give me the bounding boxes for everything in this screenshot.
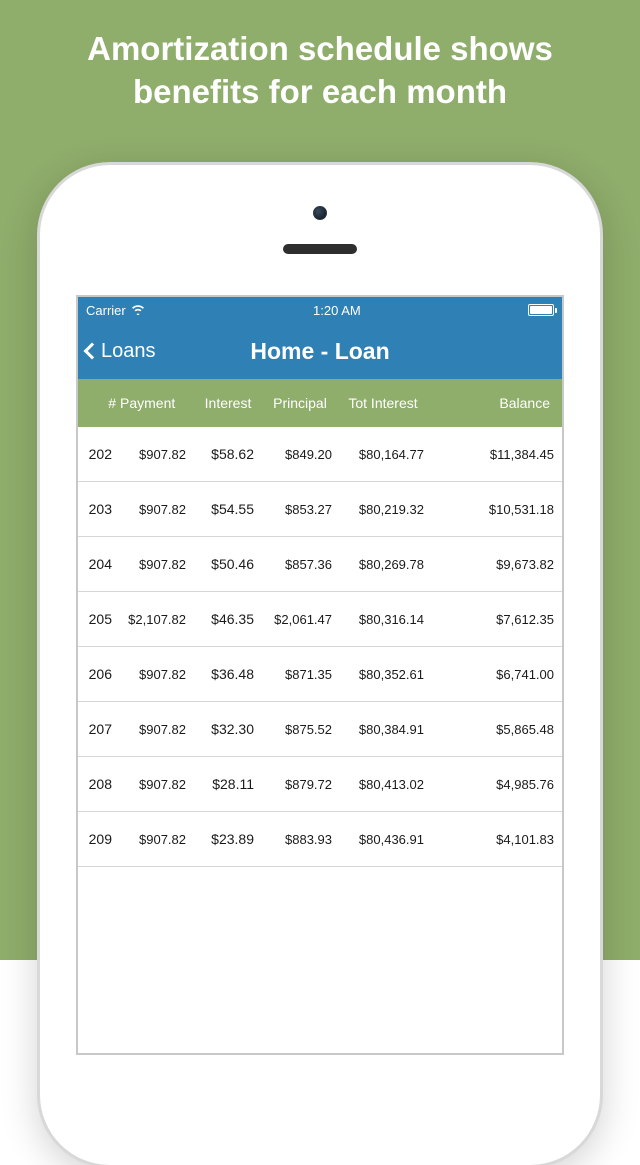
cell-interest: $46.35 <box>194 611 262 627</box>
cell-interest: $54.55 <box>194 501 262 517</box>
cell-principal: $2,061.47 <box>262 612 338 627</box>
cell-interest: $50.46 <box>194 556 262 572</box>
table-row[interactable]: 204 $907.82 $50.46 $857.36 $80,269.78 $9… <box>78 537 562 592</box>
cell-num: 202 <box>84 446 120 462</box>
table-row[interactable]: 206 $907.82 $36.48 $871.35 $80,352.61 $6… <box>78 647 562 702</box>
cell-principal: $853.27 <box>262 502 338 517</box>
table-body[interactable]: 202 $907.82 $58.62 $849.20 $80,164.77 $1… <box>78 427 562 1053</box>
cell-principal: $849.20 <box>262 447 338 462</box>
nav-bar: Loans Home - Loan <box>78 323 562 379</box>
cell-interest: $23.89 <box>194 831 262 847</box>
page-title: Home - Loan <box>250 338 389 365</box>
phone-hardware-top <box>40 165 600 295</box>
cell-num: 209 <box>84 831 120 847</box>
phone-frame: Carrier 1:20 AM Loans Home - Loan <box>40 165 600 1165</box>
cell-principal: $875.52 <box>262 722 338 737</box>
table-row[interactable]: 208 $907.82 $28.11 $879.72 $80,413.02 $4… <box>78 757 562 812</box>
status-right <box>528 304 554 316</box>
headline-line1: Amortization schedule shows <box>87 30 553 67</box>
headline-line2: benefits for each month <box>133 73 507 110</box>
cell-num: 207 <box>84 721 120 737</box>
cell-totinterest: $80,352.61 <box>338 667 428 682</box>
col-header-principal: Principal <box>262 395 338 411</box>
battery-icon <box>528 304 554 316</box>
table-row[interactable]: 203 $907.82 $54.55 $853.27 $80,219.32 $1… <box>78 482 562 537</box>
table-row[interactable]: 209 $907.82 $23.89 $883.93 $80,436.91 $4… <box>78 812 562 867</box>
cell-payment: $907.82 <box>120 777 194 792</box>
cell-interest: $32.30 <box>194 721 262 737</box>
cell-payment: $907.82 <box>120 447 194 462</box>
col-header-balance: Balance <box>428 395 556 411</box>
speaker-icon <box>283 244 357 254</box>
promo-background: Amortization schedule shows benefits for… <box>0 0 640 960</box>
cell-payment: $907.82 <box>120 722 194 737</box>
cell-balance: $5,865.48 <box>428 722 556 737</box>
cell-balance: $4,985.76 <box>428 777 556 792</box>
cell-balance: $10,531.18 <box>428 502 556 517</box>
cell-num: 205 <box>84 611 120 627</box>
cell-totinterest: $80,384.91 <box>338 722 428 737</box>
cell-totinterest: $80,219.32 <box>338 502 428 517</box>
table-row[interactable]: 207 $907.82 $32.30 $875.52 $80,384.91 $5… <box>78 702 562 757</box>
status-left: Carrier <box>86 303 146 318</box>
cell-num: 206 <box>84 666 120 682</box>
cell-interest: $36.48 <box>194 666 262 682</box>
cell-payment: $907.82 <box>120 502 194 517</box>
col-header-payment: Payment <box>120 395 194 411</box>
camera-icon <box>313 206 327 220</box>
col-header-interest: Interest <box>194 395 262 411</box>
cell-principal: $857.36 <box>262 557 338 572</box>
cell-payment: $2,107.82 <box>120 612 194 627</box>
back-label: Loans <box>101 340 156 363</box>
cell-totinterest: $80,413.02 <box>338 777 428 792</box>
carrier-label: Carrier <box>86 303 126 318</box>
cell-num: 208 <box>84 776 120 792</box>
cell-principal: $883.93 <box>262 832 338 847</box>
cell-principal: $879.72 <box>262 777 338 792</box>
cell-balance: $6,741.00 <box>428 667 556 682</box>
cell-totinterest: $80,269.78 <box>338 557 428 572</box>
col-header-totinterest: Tot Interest <box>338 395 428 411</box>
cell-payment: $907.82 <box>120 557 194 572</box>
headline: Amortization schedule shows benefits for… <box>0 0 640 134</box>
cell-num: 204 <box>84 556 120 572</box>
cell-balance: $7,612.35 <box>428 612 556 627</box>
cell-balance: $4,101.83 <box>428 832 556 847</box>
cell-interest: $28.11 <box>194 776 262 792</box>
cell-totinterest: $80,316.14 <box>338 612 428 627</box>
cell-totinterest: $80,436.91 <box>338 832 428 847</box>
wifi-icon <box>130 303 146 318</box>
cell-num: 203 <box>84 501 120 517</box>
table-row[interactable]: 205 $2,107.82 $46.35 $2,061.47 $80,316.1… <box>78 592 562 647</box>
table-row[interactable]: 202 $907.82 $58.62 $849.20 $80,164.77 $1… <box>78 427 562 482</box>
status-time: 1:20 AM <box>146 303 528 318</box>
cell-totinterest: $80,164.77 <box>338 447 428 462</box>
cell-payment: $907.82 <box>120 832 194 847</box>
cell-balance: $11,384.45 <box>428 447 556 462</box>
cell-interest: $58.62 <box>194 446 262 462</box>
status-bar: Carrier 1:20 AM <box>78 297 562 323</box>
cell-balance: $9,673.82 <box>428 557 556 572</box>
battery-fill <box>530 306 552 314</box>
phone-screen: Carrier 1:20 AM Loans Home - Loan <box>76 295 564 1055</box>
cell-payment: $907.82 <box>120 667 194 682</box>
chevron-left-icon <box>84 343 101 360</box>
col-header-num: # <box>84 395 120 411</box>
cell-principal: $871.35 <box>262 667 338 682</box>
table-header: # Payment Interest Principal Tot Interes… <box>78 379 562 427</box>
back-button[interactable]: Loans <box>86 340 156 363</box>
